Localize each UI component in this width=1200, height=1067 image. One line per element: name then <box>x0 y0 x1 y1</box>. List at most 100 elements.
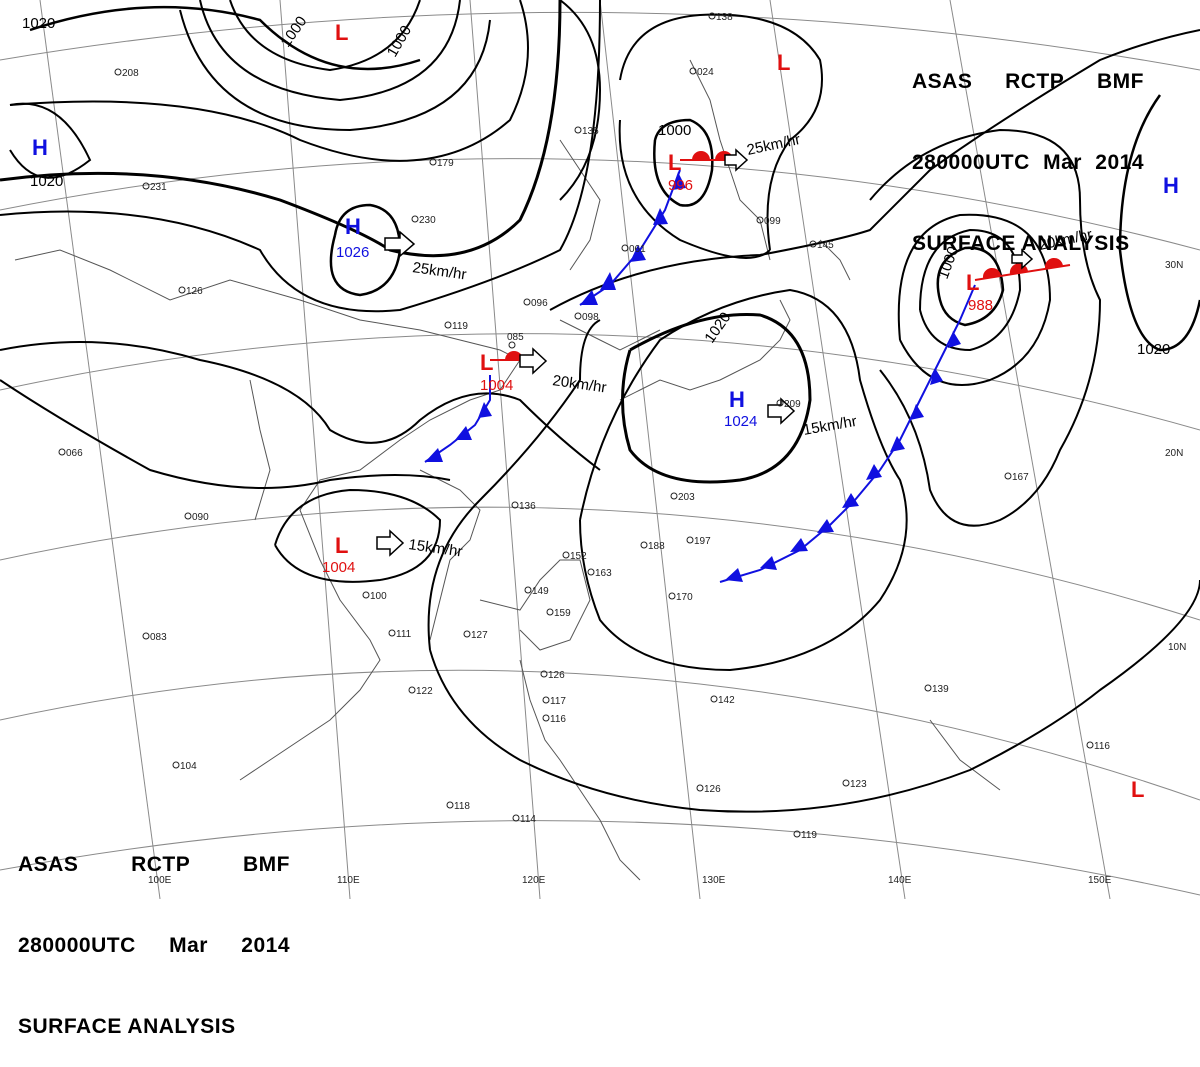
low-pressure-center: L <box>966 270 979 295</box>
header-line-3: SURFACE ANALYSIS <box>912 230 1144 257</box>
station-value: 126 <box>548 670 565 681</box>
station-value: 090 <box>192 512 209 523</box>
longitude-label: 150E <box>1088 875 1112 886</box>
cold-front-3 <box>719 284 976 583</box>
station-value: 208 <box>122 68 139 79</box>
station-value: 119 <box>801 830 817 841</box>
station-value: 149 <box>532 586 549 597</box>
latitude-label: 30N <box>1165 260 1183 271</box>
station-value: 096 <box>531 298 548 309</box>
header-line-2: 280000UTC Mar 2014 <box>18 932 290 959</box>
isobar-label: 1020 <box>1137 341 1170 358</box>
isobar-label: 1020 <box>22 15 55 32</box>
pressure-value: 1004 <box>480 377 513 394</box>
station-value: 145 <box>817 240 834 251</box>
station-value: 209 <box>784 399 801 410</box>
low-pressure-center: L <box>335 20 348 45</box>
high-pressure-center: H <box>345 214 361 239</box>
station-value: 066 <box>66 448 83 459</box>
station-value: 159 <box>554 608 571 619</box>
valid-month: Mar <box>1043 151 1082 174</box>
header-line-3: SURFACE ANALYSIS <box>18 1013 290 1040</box>
station-value: 126 <box>186 286 203 297</box>
pressure-value: 1026 <box>336 244 369 261</box>
low-pressure-center: L <box>480 350 493 375</box>
high-pressure-center: H <box>729 387 745 412</box>
longitude-label: 120E <box>522 875 546 886</box>
low-pressure-center: L <box>1131 777 1144 802</box>
pressure-value: 988 <box>968 297 993 314</box>
chart-title: SURFACE ANALYSIS <box>912 232 1130 255</box>
cold-front-2 <box>579 169 686 306</box>
longitude-lines <box>39 0 1111 899</box>
station-value: 083 <box>150 632 167 643</box>
station-value: 099 <box>764 216 781 227</box>
station-value: 138 <box>716 12 733 23</box>
station-value: 123 <box>850 779 867 790</box>
station-value: 170 <box>676 592 693 603</box>
station-value: 126 <box>704 784 721 795</box>
station-value: 230 <box>419 215 436 226</box>
valid-time: 280000UTC <box>912 151 1030 174</box>
station-value: 139 <box>932 684 949 695</box>
longitude-label: 100E <box>148 875 172 886</box>
cold-front-1 <box>424 375 492 463</box>
isobar-label: 1020 <box>30 173 63 190</box>
movement-arrows <box>376 148 1034 557</box>
station-values: 066 090 083 208 231 126 179 230 135 119 … <box>66 12 1110 841</box>
header-line-2: 280000UTC Mar 2014 <box>912 149 1144 176</box>
low-pressure-center: L <box>668 150 681 175</box>
surface-analysis-map: 066 090 083 208 231 126 179 230 135 119 … <box>0 0 1200 899</box>
station-value: 085 <box>507 332 524 343</box>
pressure-value: 996 <box>668 177 693 194</box>
issuer-id: BMF <box>1097 70 1144 93</box>
station-value: 117 <box>550 696 566 707</box>
chart-header-top: ASAS RCTP BMF 280000UTC Mar 2014 SURFACE… <box>912 14 1144 284</box>
station-value: 142 <box>718 695 735 706</box>
pressure-centers: H 1026 H 1024 H H L 1004 L 1004 L 996 L … <box>32 20 1179 802</box>
station-value: 111 <box>396 629 412 640</box>
warm-front-3 <box>974 257 1071 281</box>
station-value: 104 <box>180 761 197 772</box>
header-line-1: ASAS RCTP BMF <box>18 851 290 878</box>
valid-time: 280000UTC <box>18 934 136 957</box>
station-value: 119 <box>452 321 468 332</box>
isobar-label: 1000 <box>658 122 691 139</box>
station-value: 197 <box>694 536 711 547</box>
valid-year: 2014 <box>241 934 290 957</box>
longitude-label: 110E <box>337 875 360 886</box>
latitude-label: 20N <box>1165 448 1183 459</box>
bulletin-id: ASAS <box>18 853 79 876</box>
station-id: RCTP <box>1005 70 1065 93</box>
bulletin-id: ASAS <box>912 70 973 93</box>
grid-labels: 100E 110E 120E 130E 140E 150E 30N 20N 10… <box>148 260 1186 886</box>
valid-year: 2014 <box>1095 151 1144 174</box>
station-value: 179 <box>437 158 454 169</box>
station-value: 098 <box>582 312 599 323</box>
latitude-label: 10N <box>1168 642 1186 653</box>
station-value: 122 <box>416 686 433 697</box>
issuer-id: BMF <box>243 853 290 876</box>
pressure-value: 1004 <box>322 559 355 576</box>
low-pressure-center: L <box>777 50 790 75</box>
isobars <box>0 0 1200 813</box>
station-value: 152 <box>570 551 587 562</box>
valid-month: Mar <box>169 934 208 957</box>
chart-header-bottom: ASAS RCTP BMF 280000UTC Mar 2014 SURFACE… <box>18 797 290 1067</box>
low-pressure-center: L <box>335 533 348 558</box>
station-value: 163 <box>595 568 612 579</box>
station-value: 135 <box>582 126 599 137</box>
station-value: 114 <box>520 814 536 825</box>
header-line-1: ASAS RCTP BMF <box>912 68 1144 95</box>
station-value: 203 <box>678 492 695 503</box>
pressure-value: 1024 <box>724 413 757 430</box>
station-markers <box>58 12 1094 838</box>
high-pressure-center: H <box>1163 173 1179 198</box>
longitude-label: 130E <box>702 875 726 886</box>
station-value: 167 <box>1012 472 1029 483</box>
station-value: 127 <box>471 630 488 641</box>
station-value: 100 <box>370 591 387 602</box>
station-value: 116 <box>550 714 566 725</box>
station-value: 188 <box>648 541 665 552</box>
station-value: 061 <box>629 244 646 255</box>
